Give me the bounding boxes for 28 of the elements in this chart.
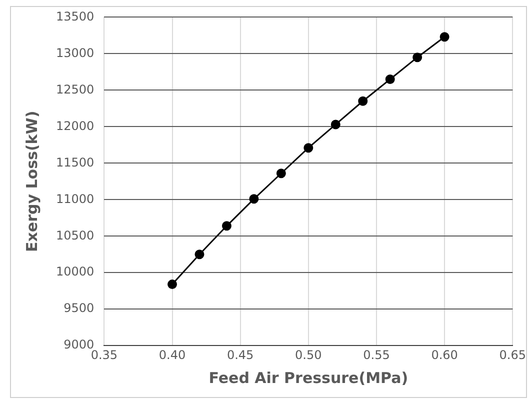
point: [358, 96, 368, 106]
y-tick-label: 11000: [56, 192, 94, 206]
x-axis-title: Feed Air Pressure(MPa): [208, 368, 408, 387]
point: [168, 280, 177, 290]
point: [276, 168, 286, 178]
point: [304, 143, 314, 153]
point: [330, 120, 340, 130]
y-tick-label: 10000: [56, 264, 94, 279]
point: [440, 32, 450, 42]
y-tick-label: 9500: [64, 301, 94, 316]
x-tick-label: 0.55: [363, 348, 390, 362]
x-tick-label: 0.40: [158, 348, 186, 362]
point: [194, 250, 204, 260]
point: [412, 52, 422, 62]
y-axis-title: Exergy Loss(kW): [22, 110, 41, 252]
y-tick-label: 11500: [56, 155, 94, 170]
point: [222, 221, 232, 231]
x-tick-label: 0.65: [499, 348, 526, 362]
y-tick-label: 12500: [56, 82, 94, 96]
y-tick-label: 13500: [56, 9, 94, 24]
y-tick-label: 13000: [56, 46, 94, 60]
x-tick-label: 0.60: [431, 348, 458, 362]
y-tick-label: 10500: [56, 228, 94, 242]
y-tick-label: 12000: [56, 118, 94, 133]
x-tick-label: 0.45: [226, 348, 254, 362]
point: [249, 194, 259, 204]
point: [385, 74, 395, 84]
x-tick-label: 0.50: [295, 348, 322, 362]
